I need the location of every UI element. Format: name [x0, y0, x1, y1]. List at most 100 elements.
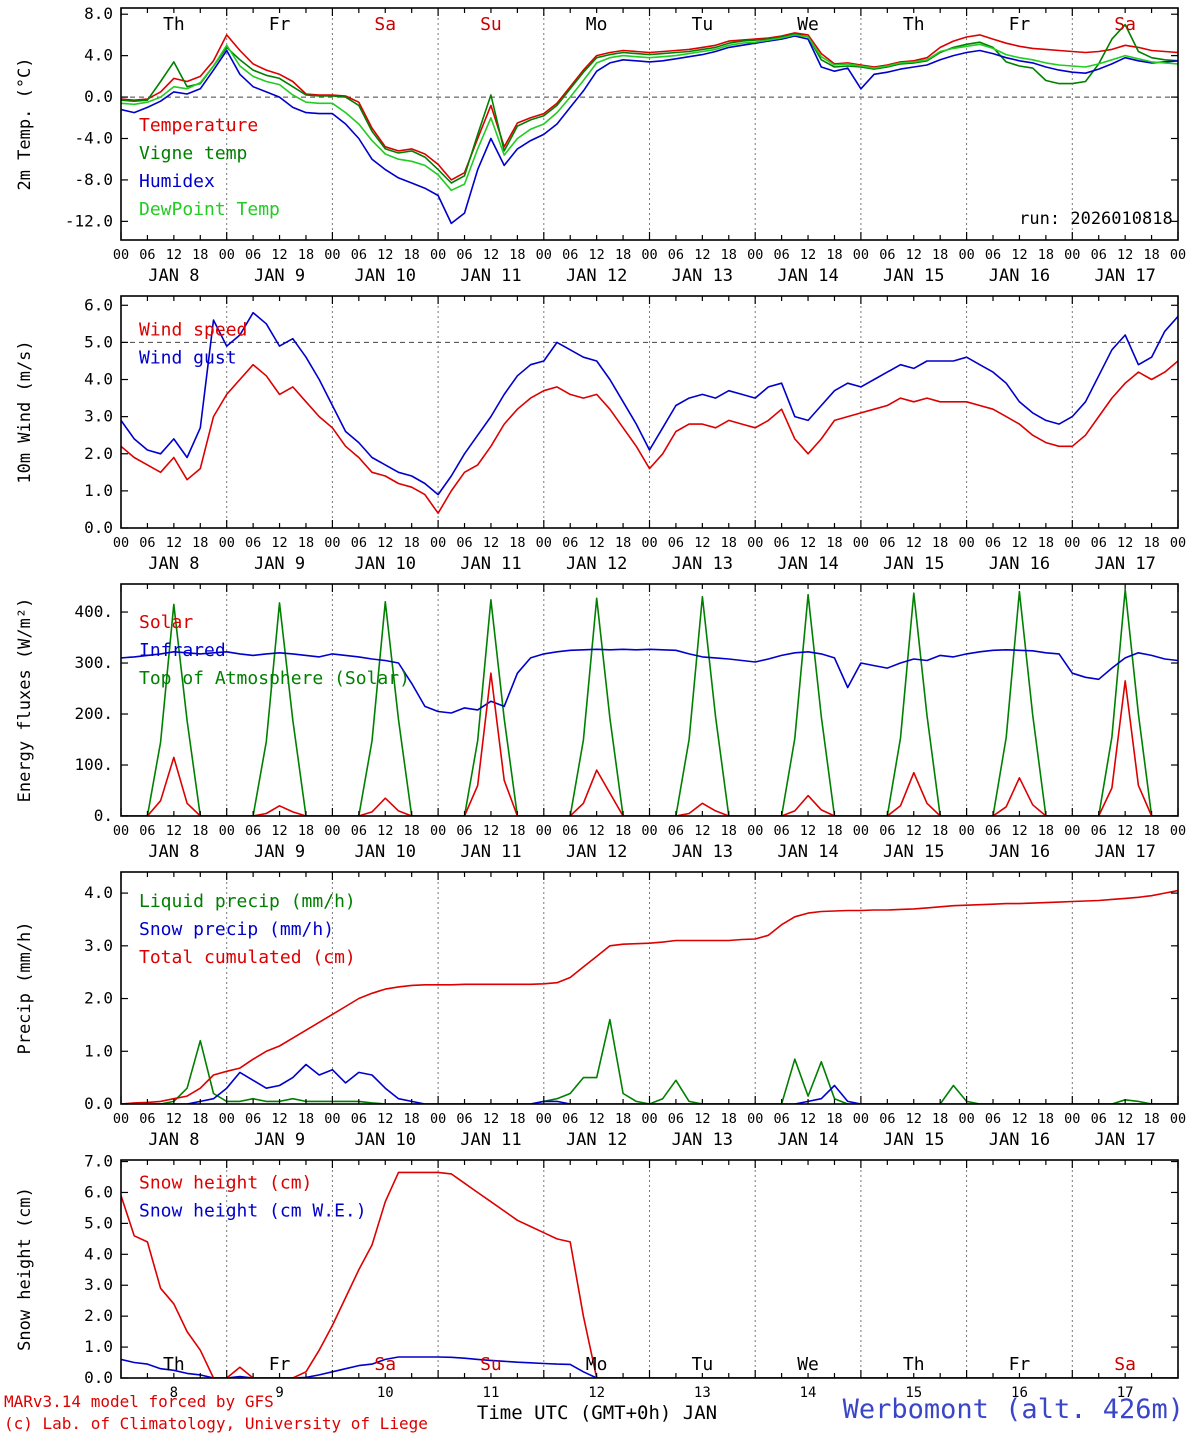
- day-of-week-label: Th: [163, 14, 185, 35]
- hour-label: 00: [430, 247, 446, 263]
- panel-1: 8.0 4.0 0.0 -4.0 -8.0 -12.0 2m Temp. (°C) Tempe…: [15, 4, 1186, 286]
- y-tick-label: -8.0: [74, 170, 113, 189]
- hour-label: 06: [668, 1111, 684, 1127]
- hour-label: 12: [377, 823, 393, 839]
- day-of-week-label: We: [797, 1354, 819, 1375]
- date-label: JAN 10: [355, 266, 416, 286]
- day-of-week-label: We: [797, 14, 819, 35]
- hour-label: 18: [826, 823, 842, 839]
- station-name: Werbomont (alt. 426m): [842, 1394, 1184, 1425]
- hour-label: 00: [641, 535, 657, 551]
- hour-label: 06: [245, 535, 261, 551]
- hour-label: 12: [166, 1111, 182, 1127]
- hour-label: 00: [219, 1111, 235, 1127]
- legend-entry: Humidex: [139, 171, 215, 192]
- hour-label: 18: [404, 247, 420, 263]
- hour-label: 12: [800, 823, 816, 839]
- hour-label: 12: [800, 1111, 816, 1127]
- hour-label: 00: [641, 1111, 657, 1127]
- date-label: JAN 10: [355, 842, 416, 862]
- hour-label: 12: [483, 535, 499, 551]
- hour-label: 00: [430, 535, 446, 551]
- hour-label: 12: [694, 823, 710, 839]
- hour-label: 12: [694, 247, 710, 263]
- panel-2: 6.0 5.0 4.0 3.0 2.0 1.0 0.0 10m Wind (m/s) Wind …: [15, 295, 1186, 574]
- hour-label: 00: [113, 247, 129, 263]
- hour-label: 12: [1117, 535, 1133, 551]
- series-wind-gust: [121, 311, 1178, 496]
- hour-label: 00: [1170, 535, 1186, 551]
- hour-label: 18: [192, 1111, 208, 1127]
- hour-label: 18: [932, 823, 948, 839]
- hour-label: 18: [298, 1111, 314, 1127]
- hour-label: 06: [456, 1111, 472, 1127]
- date-label: JAN 14: [777, 842, 838, 862]
- date-label: JAN 11: [460, 1130, 521, 1150]
- hour-label: 06: [879, 535, 895, 551]
- hour-label: 12: [166, 823, 182, 839]
- date-label: JAN 13: [672, 554, 733, 574]
- hour-label: 00: [853, 247, 869, 263]
- day-of-week-label: Su: [480, 14, 502, 35]
- hour-label: 18: [932, 1111, 948, 1127]
- hour-label: 06: [1091, 247, 1107, 263]
- date-label: JAN 14: [777, 1130, 838, 1150]
- hour-label: 06: [985, 823, 1001, 839]
- hour-label: 06: [1091, 535, 1107, 551]
- hour-label: 12: [906, 535, 922, 551]
- date-label: JAN 16: [989, 1130, 1050, 1150]
- y-tick-label: 0.0: [84, 1368, 113, 1387]
- legend-entry: Solar: [139, 612, 193, 633]
- date-label: JAN 9: [254, 1130, 305, 1150]
- day-of-week-label: Th: [903, 14, 925, 35]
- hour-label: 00: [219, 823, 235, 839]
- legend-entry: Vigne temp: [139, 143, 247, 164]
- hour-label: 06: [456, 247, 472, 263]
- hour-label: 12: [271, 1111, 287, 1127]
- hour-label: 00: [1170, 247, 1186, 263]
- y-tick-label: 2.0: [84, 444, 113, 463]
- hour-label: 18: [615, 823, 631, 839]
- hour-label: 18: [615, 535, 631, 551]
- y-tick-label: 0.0: [84, 518, 113, 537]
- hour-label: 12: [800, 247, 816, 263]
- y-tick-label: 4.0: [84, 883, 113, 902]
- day-of-week-label: Fr: [1009, 1354, 1031, 1375]
- legend-entry: Top of Atmosphere (Solar): [139, 668, 410, 689]
- legend-entry: Wind gust: [139, 347, 237, 368]
- y-tick-label: 400.: [74, 602, 113, 621]
- y-tick-label: 8.0: [84, 4, 113, 23]
- y-axis-title: Energy fluxes (W/m²): [15, 598, 35, 803]
- hour-label: 12: [694, 1111, 710, 1127]
- legend-entry: Snow height (cm): [139, 1172, 312, 1193]
- hour-label: 18: [721, 535, 737, 551]
- hour-label: 12: [377, 535, 393, 551]
- hour-label: 06: [562, 823, 578, 839]
- date-label: 15: [905, 1385, 922, 1401]
- date-label: JAN 16: [989, 554, 1050, 574]
- hour-label: 18: [509, 247, 525, 263]
- hour-label: 12: [589, 535, 605, 551]
- date-label: 8: [170, 1385, 178, 1401]
- hour-label: 18: [404, 535, 420, 551]
- series-temperature: [121, 32, 1178, 181]
- y-tick-label: 5.0: [84, 1213, 113, 1232]
- hour-label: 00: [113, 1111, 129, 1127]
- hour-label: 06: [1091, 1111, 1107, 1127]
- y-tick-label: -12.0: [65, 211, 113, 230]
- hour-label: 00: [430, 823, 446, 839]
- hour-label: 18: [1143, 247, 1159, 263]
- hour-label: 00: [324, 247, 340, 263]
- hour-label: 00: [958, 247, 974, 263]
- hour-label: 18: [298, 535, 314, 551]
- y-tick-label: 0.: [94, 806, 113, 825]
- hour-label: 06: [879, 247, 895, 263]
- y-tick-label: 100.: [74, 755, 113, 774]
- hour-label: 00: [958, 823, 974, 839]
- hour-label: 00: [324, 823, 340, 839]
- hour-label: 06: [139, 1111, 155, 1127]
- hour-label: 12: [1117, 1111, 1133, 1127]
- y-tick-label: 3.0: [84, 936, 113, 955]
- hour-label: 18: [721, 823, 737, 839]
- hour-label: 00: [747, 535, 763, 551]
